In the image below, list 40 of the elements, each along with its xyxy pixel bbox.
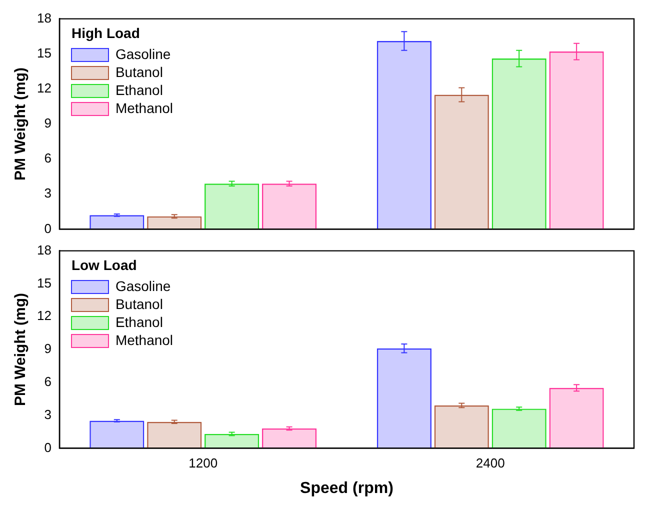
bar [262,184,317,230]
bar [147,216,202,230]
y-tick-label: 15 [36,45,52,60]
y-tick-label: 15 [36,275,52,290]
bar [262,428,317,448]
legend-title: High Load [71,24,141,42]
bar [90,215,144,230]
y-tick-label: 18 [36,242,52,258]
legend-title: Low Load [71,256,138,274]
x-tick-label: 1200 [188,456,218,471]
y-tick-label: 9 [44,341,52,356]
bar [90,420,144,448]
y-tick-label: 6 [44,374,52,389]
y-tick-label: 12 [36,308,52,324]
legend-label: Gasoline [115,278,171,296]
x-axis-title: Speed (rpm) [300,480,394,497]
y-tick-label: 6 [44,150,52,166]
bar [492,408,546,448]
legend-label: Gasoline [115,46,171,64]
bar [434,405,489,448]
legend-label: Methanol [115,332,174,350]
legend-label: Ethanol [115,314,163,332]
y-tick-label: 12 [36,80,52,96]
y-tick-label: 9 [44,116,52,131]
legend-label: Methanol [115,100,174,118]
x-tick-label: 2400 [476,456,505,471]
y-tick-label: 18 [36,10,52,26]
y-tick-label: 3 [44,186,52,201]
y-axis-title: PM Weight (mg) [12,292,30,406]
y-tick-label: 0 [44,440,52,455]
bar [549,388,604,448]
legend-label: Butanol [115,64,163,82]
y-tick-label: 3 [44,406,52,422]
bar [204,184,260,230]
bar [147,422,202,448]
y-axis-title: PM Weight (mg) [12,67,30,181]
y-tick-label: 0 [44,220,52,236]
bar [204,434,260,448]
legend-label: Ethanol [115,82,163,100]
legend-label: Butanol [115,296,163,314]
